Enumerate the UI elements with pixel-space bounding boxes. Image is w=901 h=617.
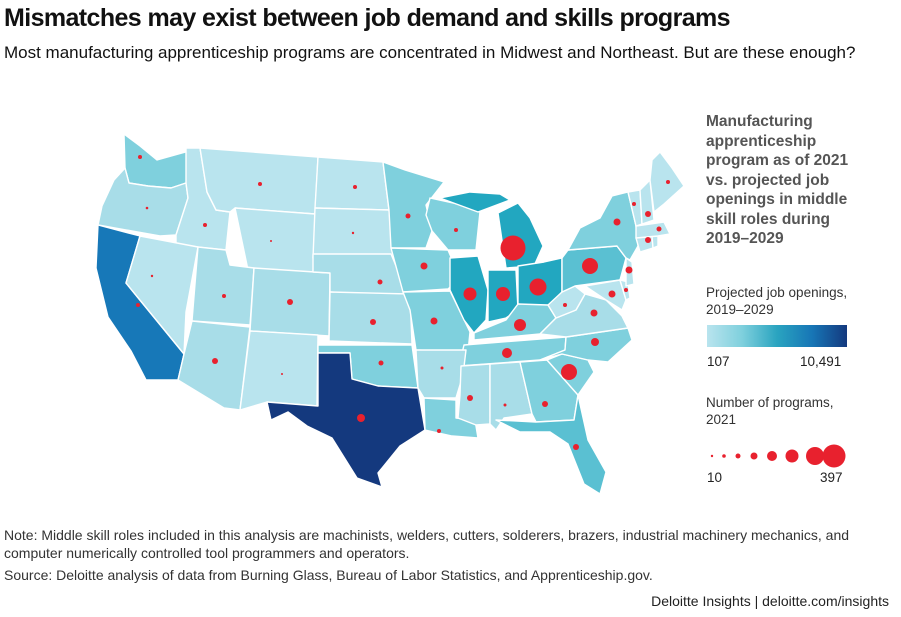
program-bubble-az: [212, 358, 218, 364]
state-north-dakota: [314, 156, 390, 211]
program-bubble-wy: [270, 240, 272, 242]
source: Source: Deloitte analysis of data from B…: [4, 567, 653, 583]
program-bubble-nd: [353, 185, 357, 189]
program-bubble-in: [496, 287, 510, 301]
program-bubble-wi: [454, 228, 458, 232]
chart-subtitle: Most manufacturing apprenticeship progra…: [4, 43, 856, 62]
bubble-scale: [710, 444, 846, 468]
state-mississippi: [457, 363, 491, 426]
program-bubble-ia: [420, 262, 428, 270]
program-bubble-co: [287, 299, 293, 305]
program-bubble-tn: [502, 348, 512, 358]
program-bubble-ct: [645, 237, 651, 243]
program-bubble-ms: [467, 395, 473, 401]
color-scale-min: 107: [707, 354, 730, 369]
state-michigan: [497, 202, 544, 269]
state-new-mexico: [239, 330, 319, 411]
bubble-scale-dot-2: [722, 454, 726, 458]
program-bubble-wa: [138, 155, 142, 159]
state-nevada: [125, 235, 199, 355]
color-scale-label: Projected job openings, 2019–2029: [706, 285, 848, 317]
program-bubble-pa: [582, 258, 598, 274]
bubble-scale-dot-4: [750, 452, 758, 460]
bubble-scale-dot-5: [767, 451, 777, 461]
program-bubble-oh: [529, 278, 547, 296]
program-bubble-nc: [591, 338, 599, 346]
program-bubble-ok: [378, 360, 384, 366]
color-scale-max: 10,491: [800, 354, 842, 369]
state-rhode-island: [651, 235, 659, 249]
state-montana: [199, 147, 319, 215]
state-utah: [191, 246, 255, 326]
bubble-scale-dot-1: [710, 454, 714, 458]
bubble-scale-label: Number of programs, 2021: [706, 395, 834, 427]
program-bubble-il: [463, 287, 477, 301]
program-bubble-me: [666, 180, 670, 184]
state-michigan-upper: [439, 191, 511, 213]
bubble-scale-max: 397: [820, 470, 843, 485]
program-bubble-nv: [150, 274, 154, 278]
state-texas: [266, 352, 426, 488]
program-bubble-mt: [258, 182, 262, 186]
program-bubble-va: [590, 309, 598, 317]
program-bubble-ar: [440, 366, 444, 370]
state-kansas: [328, 291, 413, 345]
program-bubble-mi: [500, 235, 526, 261]
credit: Deloitte Insights | deloitte.com/insight…: [651, 593, 889, 609]
program-bubble-ga: [542, 401, 548, 407]
bubble-scale-dot-3: [735, 453, 741, 459]
program-bubble-wv: [563, 303, 567, 307]
program-bubble-ks: [370, 319, 376, 325]
program-bubble-or: [145, 206, 149, 210]
state-wyoming: [234, 207, 316, 275]
bubble-scale-dot-6: [785, 449, 799, 463]
program-bubble-nj: [625, 266, 633, 274]
program-bubble-sd: [351, 231, 355, 235]
state-florida: [495, 394, 607, 495]
program-bubble-de: [624, 288, 628, 292]
legend-title: Manufacturing apprenticeship program as …: [706, 113, 849, 247]
program-bubble-ky: [514, 319, 526, 331]
program-bubble-ca: [136, 303, 140, 307]
program-bubble-sc: [561, 364, 577, 380]
state-maryland: [584, 279, 627, 311]
bubble-scale-min: 10: [707, 470, 723, 485]
program-bubble-ny: [613, 218, 621, 226]
program-bubble-mo: [430, 317, 438, 325]
state-louisiana: [423, 397, 479, 439]
program-bubble-al: [503, 403, 507, 407]
program-bubble-vt: [632, 202, 636, 206]
bubble-scale-dot-8: [822, 444, 846, 468]
state-north-carolina: [539, 327, 633, 363]
color-scale-gradient: [707, 325, 847, 347]
program-bubble-nh: [645, 211, 651, 217]
state-arkansas: [415, 349, 467, 399]
note: Note: Middle skill roles included in thi…: [4, 527, 850, 561]
program-bubble-fl: [573, 444, 579, 450]
program-bubble-mn: [405, 213, 411, 219]
program-bubble-ma: [656, 226, 662, 232]
chart-title: Mismatches may exist between job demand …: [4, 4, 731, 32]
program-bubble-ut: [222, 294, 226, 298]
program-bubble-nm: [281, 373, 283, 375]
program-bubble-la: [437, 429, 441, 433]
program-bubble-ne: [377, 279, 383, 285]
program-bubble-tx: [357, 414, 365, 422]
bubble-scale-dot-7: [806, 447, 824, 465]
state-arizona: [177, 320, 251, 411]
program-bubble-md: [608, 290, 616, 298]
state-massachusetts: [635, 221, 671, 239]
program-bubble-id: [203, 223, 207, 227]
